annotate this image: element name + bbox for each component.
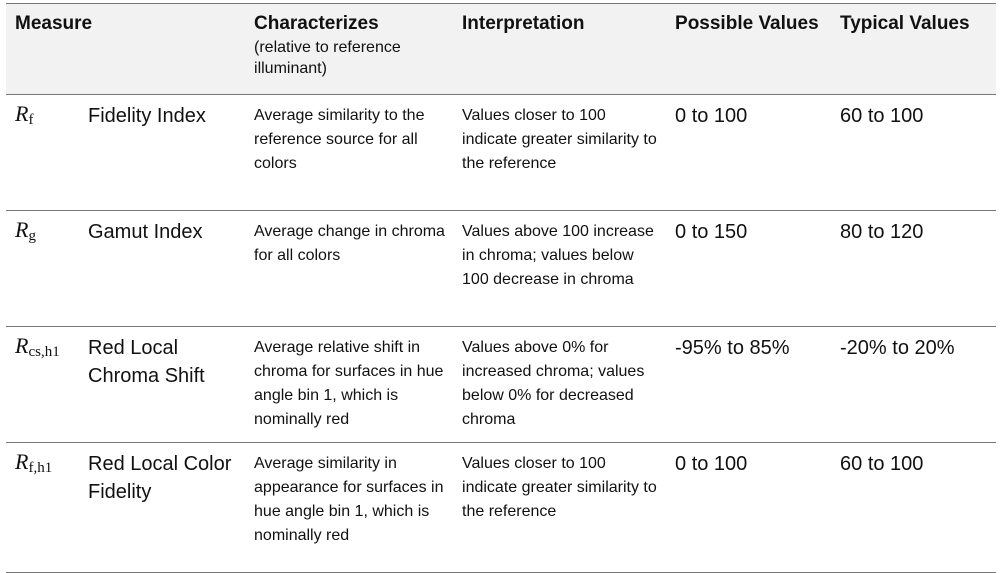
symbol-subscript: cs,h1 xyxy=(28,344,60,360)
symbol-letter: R xyxy=(15,449,29,474)
symbol-letter: R xyxy=(15,333,29,358)
typical-values-cell: 80 to 120 xyxy=(840,221,924,243)
symbol-subscript: f xyxy=(28,112,34,128)
measure-symbol: Rf,h1 xyxy=(6,443,79,573)
measure-name: Fidelity Index xyxy=(88,105,206,127)
measures-table: Measure Characterizes (relative to refer… xyxy=(6,3,997,573)
table-row: Rf,h1 Red Local Color Fidelity Average s… xyxy=(6,443,997,573)
measure-name: Gamut Index xyxy=(88,221,203,243)
measure-symbol: Rg xyxy=(6,211,79,327)
measure-name: Red Local Chroma Shift xyxy=(88,337,205,387)
characterizes-cell: Average change in chroma for all colors xyxy=(254,223,445,264)
interpretation-cell: Values above 0% for increased chroma; va… xyxy=(462,339,645,428)
header-typical-values: Typical Values xyxy=(840,13,970,34)
header-interpretation: Interpretation xyxy=(462,13,585,34)
header-characterizes: Characterizes (relative to reference ill… xyxy=(245,4,453,95)
table-row: Rf Fidelity Index Average similarity to … xyxy=(6,95,997,211)
typical-values-cell: 60 to 100 xyxy=(840,453,924,475)
possible-values-cell: 0 to 100 xyxy=(675,453,748,475)
header-row: Measure Characterizes (relative to refer… xyxy=(6,3,997,95)
header-possible-values: Possible Values xyxy=(675,13,819,34)
interpretation-cell: Values above 100 increase in chroma; val… xyxy=(462,223,654,288)
characterizes-cell: Average relative shift in chroma for sur… xyxy=(254,339,444,428)
characterizes-cell: Average similarity to the reference sour… xyxy=(254,107,425,172)
header-characterizes-sub: (relative to reference illuminant) xyxy=(254,39,401,77)
header-characterizes-label: Characterizes xyxy=(254,13,379,34)
symbol-letter: R xyxy=(15,217,29,242)
header-measure: Measure xyxy=(15,13,93,34)
typical-values-cell: -20% to 20% xyxy=(840,337,955,359)
symbol-subscript: g xyxy=(28,228,36,244)
measure-symbol: Rcs,h1 xyxy=(6,327,79,443)
possible-values-cell: 0 to 150 xyxy=(675,221,748,243)
characterizes-cell: Average similarity in appearance for sur… xyxy=(254,455,444,544)
measure-symbol: Rf xyxy=(6,95,79,211)
possible-values-cell: -95% to 85% xyxy=(675,337,790,359)
table-row: Rcs,h1 Red Local Chroma Shift Average re… xyxy=(6,327,997,443)
measure-name: Red Local Color Fidelity xyxy=(88,453,232,503)
symbol-subscript: f,h1 xyxy=(28,460,53,476)
possible-values-cell: 0 to 100 xyxy=(675,105,748,127)
typical-values-cell: 60 to 100 xyxy=(840,105,924,127)
interpretation-cell: Values closer to 100 indicate greater si… xyxy=(462,107,657,172)
symbol-letter: R xyxy=(15,101,29,126)
interpretation-cell: Values closer to 100 indicate greater si… xyxy=(462,455,657,520)
table-row: Rg Gamut Index Average change in chroma … xyxy=(6,211,997,327)
